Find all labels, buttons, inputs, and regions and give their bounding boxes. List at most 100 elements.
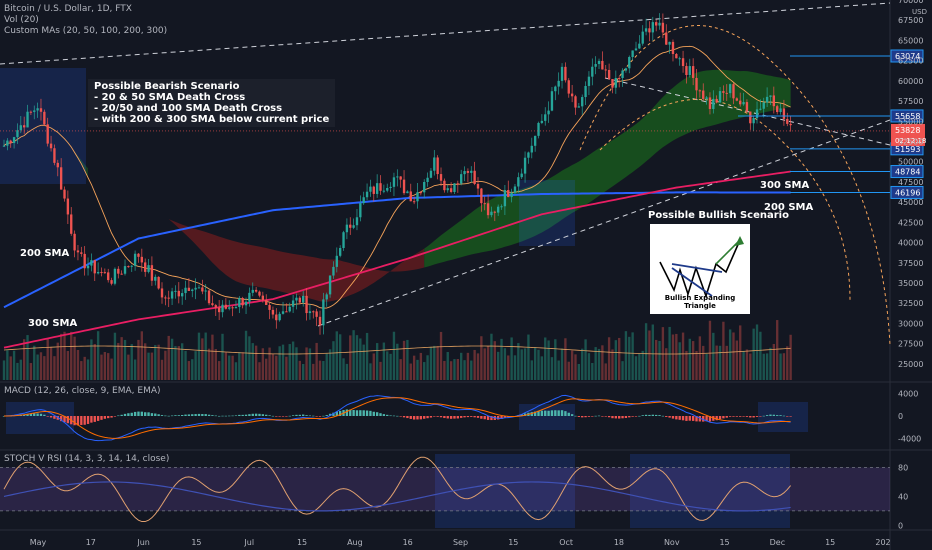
volume-bar xyxy=(244,330,248,380)
trend-lines xyxy=(0,2,891,346)
candle-body xyxy=(221,304,224,313)
candle-body xyxy=(698,90,702,92)
candle-body xyxy=(83,253,86,269)
candle-body xyxy=(63,189,66,199)
volume-bar xyxy=(288,344,291,380)
time-tick-label: 15 xyxy=(825,538,835,547)
volume-bar xyxy=(386,351,389,380)
macd-histogram-bar xyxy=(618,416,621,419)
volume-bar xyxy=(722,321,725,380)
candle-body xyxy=(685,66,688,76)
time-tick-label: Dec xyxy=(770,538,785,547)
macd-histogram-bar xyxy=(423,416,426,419)
volume-bar xyxy=(530,360,533,380)
volume-bar xyxy=(500,338,503,380)
candle-body xyxy=(207,290,211,304)
time-tick-label: 15 xyxy=(719,538,729,547)
macd-histogram-bar xyxy=(483,416,486,420)
axes: 2500027500300003250035000375004000042500… xyxy=(30,0,927,547)
candle-body xyxy=(177,290,180,297)
macd-histogram-bar xyxy=(634,416,638,417)
candle-body xyxy=(244,301,248,306)
candle-body xyxy=(322,299,325,326)
volume-bar xyxy=(698,336,702,380)
current-price-countdown: 02:12:18 xyxy=(895,137,926,145)
candle-body xyxy=(786,118,789,124)
volume-bar xyxy=(100,354,103,380)
macd-histogram-bar xyxy=(258,413,261,416)
volume-bar xyxy=(537,349,540,380)
macd-histogram-bar xyxy=(466,416,470,418)
volume-bar xyxy=(762,353,765,380)
candle-body xyxy=(661,22,665,33)
candle-body xyxy=(765,96,769,103)
candle-body xyxy=(352,225,355,228)
volume-bar xyxy=(776,320,779,380)
price-level-value: 48784 xyxy=(895,168,920,177)
candle-body xyxy=(496,206,500,213)
price-tick-label: 30000 xyxy=(898,319,923,328)
candle-body xyxy=(547,110,550,115)
price-level-value: 63074 xyxy=(895,52,920,61)
highlight-box-stoch-nov xyxy=(630,454,790,528)
volume-bar xyxy=(742,350,745,380)
macd-histogram-bar xyxy=(184,414,187,416)
candle-body xyxy=(466,171,470,173)
price-level-tag xyxy=(890,49,924,63)
candle-body xyxy=(678,58,681,60)
moving-averages-label: Custom MAs (20, 50, 100, 200, 300) xyxy=(4,26,168,36)
candle-body xyxy=(288,306,291,312)
candle-body xyxy=(22,125,26,128)
volume-bar xyxy=(735,340,739,380)
macd-histogram-bar xyxy=(325,415,328,416)
price-tick-label: 67500 xyxy=(898,16,923,25)
macd-histogram-bar xyxy=(39,413,43,416)
volume-bar xyxy=(453,359,456,380)
volume-bar xyxy=(123,339,127,380)
candle-body xyxy=(187,287,191,291)
macd-histogram-bar xyxy=(755,416,759,417)
macd-histogram-bar xyxy=(732,416,735,417)
volume-bar xyxy=(322,360,325,380)
volume-bar xyxy=(725,345,728,380)
candle-body xyxy=(611,79,614,88)
macd-histogram-bar xyxy=(375,412,379,416)
highlight-boxes xyxy=(0,68,808,528)
volume-bar xyxy=(460,352,463,380)
macd-histogram-bar xyxy=(614,416,618,419)
time-tick-label: May xyxy=(30,538,47,547)
volume-bar xyxy=(6,350,9,380)
macd-histogram-bar xyxy=(439,416,443,418)
macd-histogram-bar xyxy=(762,415,765,417)
macd-histogram-bar xyxy=(103,416,107,419)
volume-bar xyxy=(228,355,231,380)
macd-histogram-bar xyxy=(322,415,325,417)
macd-histogram-bar xyxy=(574,415,577,417)
price-tick-label: 52500 xyxy=(898,137,923,146)
price-tick-label: 62500 xyxy=(898,57,923,66)
macd-histogram-bar xyxy=(779,415,782,416)
volume-bar xyxy=(191,359,194,380)
candle-body xyxy=(382,190,386,192)
volume-bar xyxy=(59,333,63,380)
macd-histogram-bar xyxy=(702,416,705,422)
candle-body xyxy=(86,265,90,269)
price-tick-label: 50000 xyxy=(898,158,923,167)
volume-bar xyxy=(392,331,396,380)
candle-body xyxy=(725,92,728,94)
macd-histogram-bar xyxy=(382,414,386,416)
macd-histogram-bar xyxy=(96,416,100,421)
volume-bar xyxy=(433,345,436,380)
price-tick-label: 25000 xyxy=(898,360,923,369)
candle-body xyxy=(147,265,150,272)
macd-histogram-bar xyxy=(365,410,369,416)
macd-histogram-bar xyxy=(601,416,604,417)
candle-body xyxy=(281,311,285,314)
candle-body xyxy=(160,288,164,298)
macd-histogram-bar xyxy=(591,416,594,417)
macd-histogram-bar xyxy=(332,412,335,416)
volume-bar xyxy=(167,335,170,380)
macd-histogram-bar xyxy=(137,411,140,416)
time-tick-label: 15 xyxy=(191,538,201,547)
